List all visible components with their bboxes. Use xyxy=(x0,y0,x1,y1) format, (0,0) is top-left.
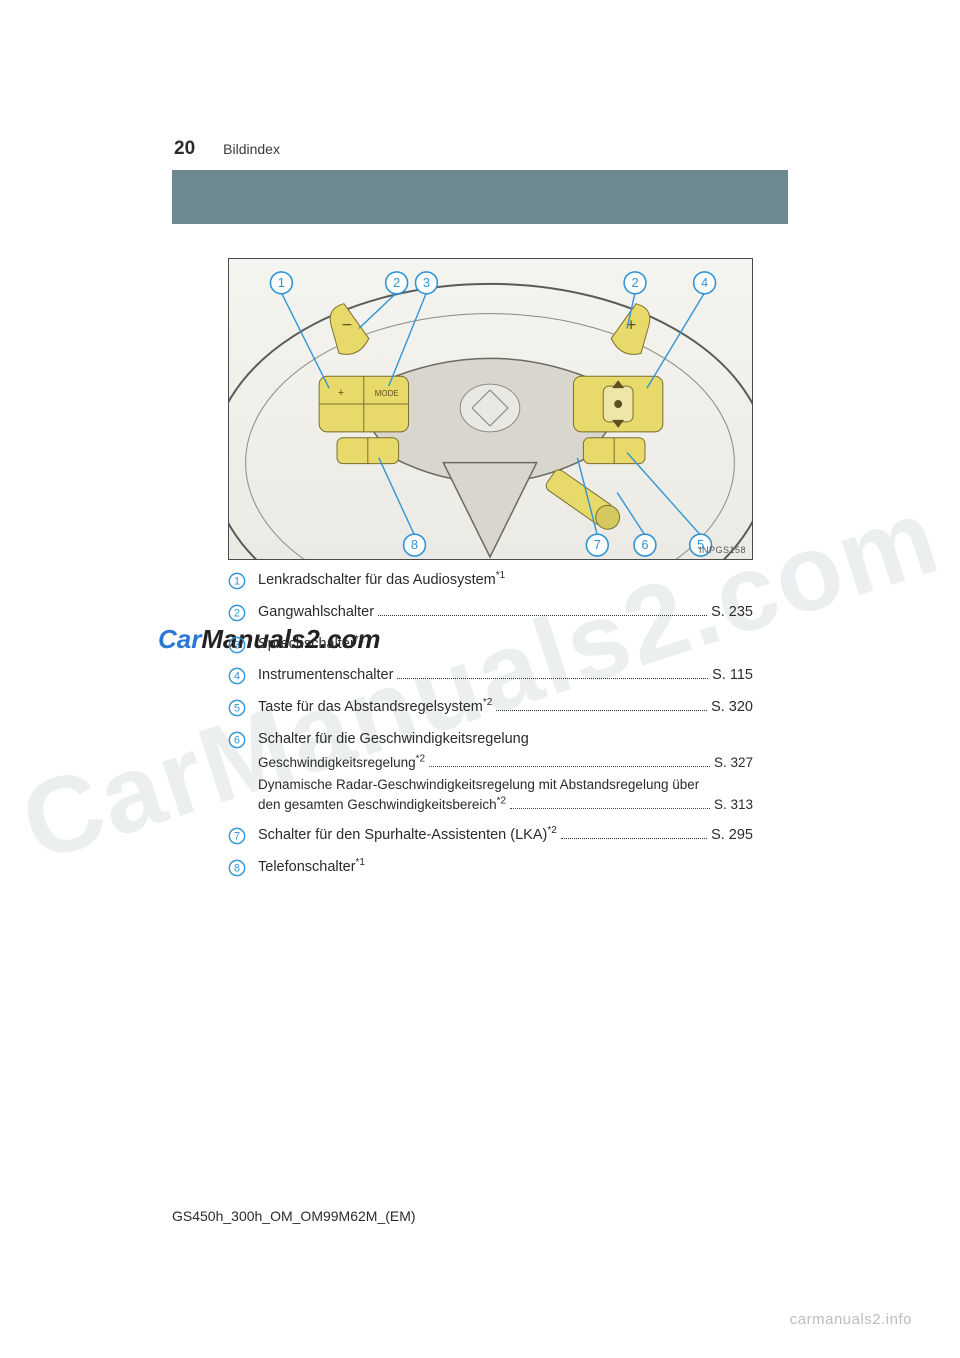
item-label: Schalter für die Geschwindigkeitsregelun… xyxy=(258,729,753,751)
item-number-icon: 2 xyxy=(228,604,250,622)
page-header: 20 Bildindex xyxy=(0,138,960,162)
item-page: S. 313 xyxy=(714,795,753,815)
document-code: GS450h_300h_OM_OM99M62M_(EM) xyxy=(172,1208,416,1224)
item-page: S. 115 xyxy=(712,665,753,687)
item-label: Geschwindigkeitsregelung*2 xyxy=(258,753,425,773)
footer-url: carmanuals2.info xyxy=(790,1311,912,1328)
item-label: Taste für das Abstandsregelsystem*2 xyxy=(258,697,492,719)
svg-text:1: 1 xyxy=(278,275,285,290)
header-bar xyxy=(172,170,788,224)
callout-3: 3 xyxy=(416,272,438,294)
item-number-icon: 5 xyxy=(228,699,250,717)
svg-text:1: 1 xyxy=(234,576,240,588)
svg-text:8: 8 xyxy=(234,863,240,875)
callout-7: 7 xyxy=(586,534,608,556)
index-item-6: 6 Schalter für die Geschwindigkeitsregelu… xyxy=(228,729,753,816)
item-page: S. 295 xyxy=(711,825,753,847)
item-body: Schalter für die Geschwindigkeitsregelun… xyxy=(258,729,753,816)
item-body: Sprechschalter*1 xyxy=(258,634,753,656)
steering-wheel-svg: − + + MODE xyxy=(229,259,752,559)
item-page: S. 235 xyxy=(711,602,753,624)
item-page: S. 327 xyxy=(714,753,753,773)
svg-text:3: 3 xyxy=(423,275,430,290)
index-item-2: 2 Gangwahlschalter S. 235 xyxy=(228,602,753,624)
item-number-icon: 1 xyxy=(228,572,250,590)
item-body: Instrumentenschalter S. 115 xyxy=(258,665,753,687)
page: CarManuals2.com 20 Bildindex − + xyxy=(0,0,960,1358)
item-label: Gangwahlschalter xyxy=(258,602,374,624)
item-number-icon: 8 xyxy=(228,859,250,877)
svg-text:2: 2 xyxy=(631,275,638,290)
item-number-icon: 4 xyxy=(228,667,250,685)
index-item-5: 5 Taste für das Abstandsregelsystem*2 S. 3… xyxy=(228,697,753,719)
item-label: Instrumentenschalter xyxy=(258,665,393,687)
index-item-1: 1 Lenkradschalter für das Audiosystem*1 xyxy=(228,570,753,592)
leader-dots xyxy=(378,615,707,616)
index-item-8: 8 Telefonschalter*1 xyxy=(228,857,753,879)
svg-text:4: 4 xyxy=(701,275,708,290)
callout-2b: 2 xyxy=(624,272,646,294)
item-label: Lenkradschalter für das Audiosystem*1 xyxy=(258,570,505,592)
item-body: Schalter für den Spurhalte-Assistenten (… xyxy=(258,825,753,847)
svg-text:6: 6 xyxy=(641,537,648,552)
leader-dots xyxy=(397,678,708,679)
callout-8: 8 xyxy=(404,534,426,556)
item-label: Schalter für den Spurhalte-Assistenten (… xyxy=(258,825,557,847)
item-label: Telefonschalter*1 xyxy=(258,857,365,879)
index-item-4: 4 Instrumentenschalter S. 115 xyxy=(228,665,753,687)
svg-text:7: 7 xyxy=(234,831,240,843)
leader-dots xyxy=(561,838,707,839)
item-body: Taste für das Abstandsregelsystem*2 S. 32… xyxy=(258,697,753,719)
index-list: 1 Lenkradschalter für das Audiosystem*1 2 G… xyxy=(228,570,753,889)
item-number-icon: 7 xyxy=(228,827,250,845)
callout-1: 1 xyxy=(270,272,292,294)
index-item-3: 3 Sprechschalter*1 xyxy=(228,634,753,656)
callout-4: 4 xyxy=(694,272,716,294)
svg-text:5: 5 xyxy=(234,703,240,715)
svg-text:−: − xyxy=(342,315,352,335)
item-body: Telefonschalter*1 xyxy=(258,857,753,879)
svg-text:4: 4 xyxy=(234,671,240,683)
illustration-code: INPGS158 xyxy=(699,545,746,555)
leader-dots xyxy=(510,808,710,809)
callout-2: 2 xyxy=(386,272,408,294)
svg-text:2: 2 xyxy=(393,275,400,290)
item-label: Sprechschalter*1 xyxy=(258,634,364,656)
page-number: 20 xyxy=(174,138,195,160)
svg-text:MODE: MODE xyxy=(375,389,399,398)
item-body: Lenkradschalter für das Audiosystem*1 xyxy=(258,570,753,592)
sub-item: Dynamische Radar-Geschwindigkeitsregelun… xyxy=(258,775,753,816)
sub-item: Geschwindigkeitsregelung*2 S. 327 xyxy=(258,753,753,773)
item-label: den gesamten Geschwindigkeitsbereich*2 xyxy=(258,795,506,815)
svg-text:8: 8 xyxy=(411,537,418,552)
svg-text:+: + xyxy=(338,387,344,399)
svg-text:7: 7 xyxy=(594,537,601,552)
item-number-icon: 6 xyxy=(228,731,250,749)
svg-text:3: 3 xyxy=(234,639,240,651)
item-body: Gangwahlschalter S. 235 xyxy=(258,602,753,624)
svg-text:2: 2 xyxy=(234,607,240,619)
section-title: Bildindex xyxy=(223,141,280,157)
callout-6: 6 xyxy=(634,534,656,556)
svg-text:6: 6 xyxy=(234,734,240,746)
leader-dots xyxy=(429,766,710,767)
watermark-inline-a: Car xyxy=(158,624,201,654)
leader-dots xyxy=(496,710,707,711)
index-item-7: 7 Schalter für den Spurhalte-Assistenten … xyxy=(228,825,753,847)
steering-wheel-illustration: − + + MODE xyxy=(228,258,753,560)
item-page: S. 320 xyxy=(711,697,753,719)
item-number-icon: 3 xyxy=(228,636,250,654)
